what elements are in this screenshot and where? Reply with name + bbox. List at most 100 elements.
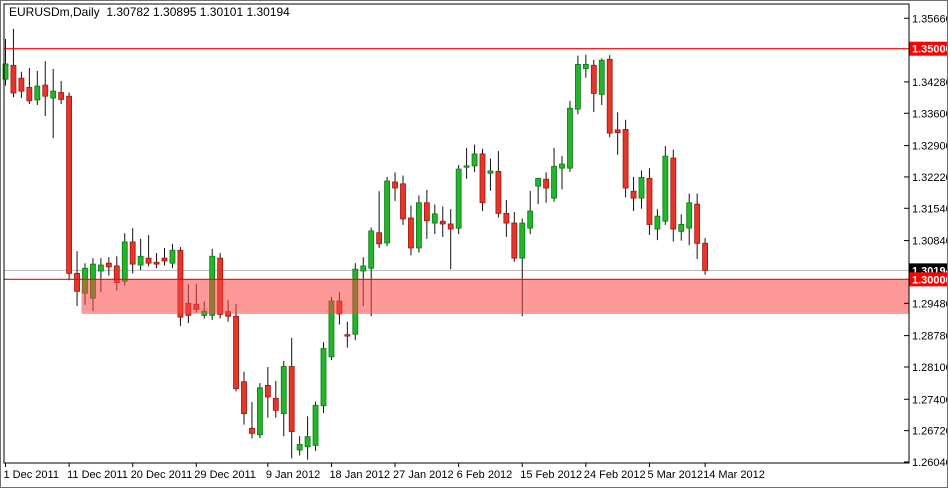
x-axis-date-label: 1 Dec 2011	[4, 469, 59, 481]
chart-frame	[3, 3, 910, 464]
bull-candle	[527, 210, 534, 229]
x-axis-date-label: 29 Dec 2011	[194, 469, 256, 481]
symbol-timeframe-quote-title: EURUSDm,Daily 1.30782 1.30895 1.30101 1.…	[9, 5, 290, 19]
price-badge-label: 1.30000	[912, 274, 948, 286]
bull-candle	[384, 180, 391, 244]
bull-candle	[551, 165, 557, 199]
bull-candle	[598, 59, 605, 95]
bear-candle	[543, 178, 549, 189]
bear-candle	[344, 334, 351, 337]
bear-candle	[105, 262, 112, 268]
bull-candle	[137, 255, 144, 266]
bear-candle	[670, 157, 677, 230]
bear-candle	[400, 183, 406, 220]
bull-candle	[654, 215, 661, 230]
bear-candle	[694, 203, 701, 244]
bear-candle	[423, 202, 430, 222]
bull-candle	[575, 63, 581, 110]
x-axis-date-label: 20 Dec 2011	[131, 469, 193, 481]
y-axis-price-label: 1.30840	[912, 236, 948, 248]
bear-candle	[10, 64, 17, 94]
bull-candle	[280, 366, 287, 414]
x-axis-date-label: 27 Jan 2012	[393, 469, 454, 481]
x-axis-date-label: 24 Feb 2012	[584, 469, 646, 481]
support-zone-rectangle[interactable]	[81, 279, 910, 314]
bull-candle	[50, 90, 57, 99]
x-axis-date-label: 6 Feb 2012	[457, 469, 513, 481]
bull-candle	[256, 387, 263, 436]
bear-candle	[264, 385, 271, 398]
bull-candle	[121, 241, 128, 282]
bull-candle	[582, 63, 589, 69]
bear-candle	[66, 95, 72, 274]
bear-candle	[58, 92, 65, 100]
x-axis-date-label: 5 Mar 2012	[647, 469, 703, 481]
y-axis-price-label: 1.35660	[912, 13, 948, 25]
y-axis-price-label: 1.26040	[912, 457, 948, 469]
bear-candle	[26, 87, 33, 102]
bull-candle	[686, 202, 693, 229]
bear-candle	[376, 232, 383, 245]
y-axis-price-label: 1.26720	[912, 426, 948, 438]
y-axis-price-label: 1.33600	[912, 108, 948, 120]
bull-candle	[455, 168, 462, 229]
bull-candle	[638, 176, 645, 199]
x-axis-date-label: 18 Jan 2012	[329, 469, 390, 481]
bull-candle	[312, 404, 319, 446]
bear-candle	[129, 241, 136, 265]
x-axis-date-label: 9 Jan 2012	[266, 469, 320, 481]
bull-candle	[2, 63, 9, 80]
bear-candle	[241, 381, 247, 414]
y-axis-price-label: 1.28100	[912, 362, 948, 374]
bull-candle	[34, 85, 41, 101]
bear-candle	[272, 397, 279, 411]
y-axis-price-label: 1.32220	[912, 172, 948, 184]
y-axis-price-label: 1.28780	[912, 331, 948, 343]
bear-candle	[630, 190, 637, 199]
bear-candle	[74, 272, 80, 292]
bull-candle	[98, 264, 104, 272]
bear-candle	[288, 366, 295, 432]
bear-candle	[18, 77, 25, 92]
bear-candle	[622, 129, 629, 189]
bear-candle	[606, 58, 613, 134]
bull-candle	[368, 230, 375, 269]
bull-candle	[169, 249, 176, 264]
bear-candle	[702, 242, 708, 271]
bear-candle	[42, 84, 49, 97]
bull-candle	[519, 222, 526, 259]
bear-candle	[614, 129, 621, 134]
bull-candle	[678, 224, 685, 232]
y-axis-price-label: 1.31540	[912, 203, 948, 215]
bear-candle	[233, 315, 239, 390]
bear-candle	[495, 170, 502, 214]
bear-candle	[511, 222, 518, 259]
red-price-badge	[909, 272, 947, 287]
bear-candle	[646, 177, 653, 225]
bear-candle	[161, 257, 168, 262]
bull-candle	[559, 163, 565, 169]
price-badge-label: 1.35000	[912, 44, 948, 56]
bear-candle	[479, 153, 486, 204]
bear-candle	[439, 220, 446, 225]
bear-candle	[408, 217, 414, 249]
bull-candle	[296, 444, 303, 451]
bull-candle	[662, 155, 669, 222]
bull-candle	[567, 107, 573, 169]
bear-candle	[590, 64, 597, 94]
x-axis-date-label: 14 Mar 2012	[703, 469, 765, 481]
bull-candle	[487, 170, 494, 174]
bull-candle	[471, 153, 478, 167]
bear-candle	[153, 261, 160, 265]
bull-candle	[320, 348, 327, 407]
y-axis-price-label: 1.27400	[912, 394, 948, 406]
bull-candle	[463, 165, 470, 168]
bull-candle	[415, 202, 422, 249]
bear-candle	[145, 257, 152, 264]
bull-candle	[304, 436, 311, 448]
red-price-badge	[909, 41, 947, 56]
x-axis-date-label: 15 Feb 2012	[520, 469, 582, 481]
